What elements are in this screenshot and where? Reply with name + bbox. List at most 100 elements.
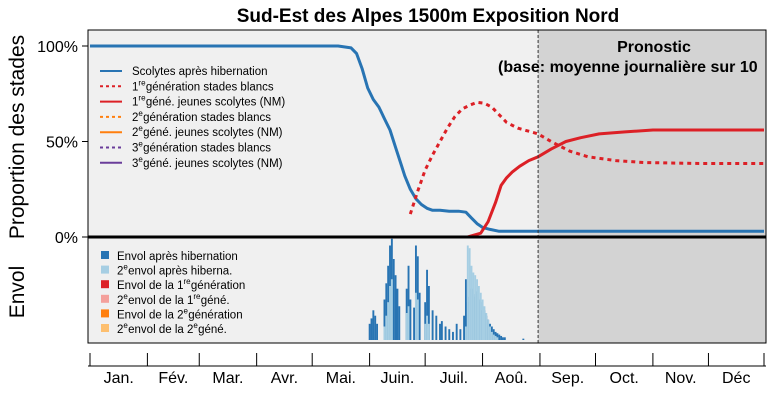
flight-bar-blue-55 xyxy=(503,337,506,340)
flight-bar-blue-29 xyxy=(448,329,451,340)
legend-bar-swatch-5 xyxy=(101,324,109,332)
flight-bar-blue-54 xyxy=(502,337,504,340)
month-label-11: Déc xyxy=(722,370,750,387)
flight-bar-lightblue-25 xyxy=(489,326,491,340)
flight-bar-blue-22 xyxy=(426,269,428,340)
flight-bar-lightblue-12 xyxy=(464,326,467,340)
legend-bar-swatch-0 xyxy=(101,251,109,259)
legend-bar-label-2: Envol de la 1re génération xyxy=(117,277,245,292)
flight-bar-lightblue-5 xyxy=(405,313,408,340)
flight-bar-blue-27 xyxy=(440,321,443,340)
flight-bar-blue-32 xyxy=(459,329,462,340)
flight-bar-blue-13 xyxy=(398,306,401,340)
flight-bar-blue-4 xyxy=(376,323,379,340)
flight-bar-lightblue-0 xyxy=(383,326,386,340)
flight-bar-lightblue-11 xyxy=(427,323,430,340)
series-line-1 xyxy=(408,100,764,215)
flight-bar-blue-5 xyxy=(383,299,386,340)
flight-bar-blue-25 xyxy=(435,315,438,340)
legend-line-label-2: 1re géné. jeunes scolytes (NM) xyxy=(132,94,285,109)
legend-bar-swatch-3 xyxy=(101,294,109,303)
flight-bar-lightblue-29 xyxy=(496,337,499,340)
month-label-9: Oct. xyxy=(610,370,639,387)
flight-bar-lightblue-18 xyxy=(476,279,478,340)
legend-bar-label-0: Envol après hibernation xyxy=(117,251,238,263)
flight-bar-blue-30 xyxy=(452,331,454,340)
month-label-5: Juin. xyxy=(380,370,414,387)
legend-line-label-0: Scolytes après hibernation xyxy=(132,66,268,78)
month-label-10: Nov. xyxy=(665,370,697,387)
flight-bar-blue-53 xyxy=(500,335,503,340)
y-tick-label-2: 0% xyxy=(55,230,78,247)
flight-bar-blue-26 xyxy=(439,323,441,340)
flight-bar-blue-6 xyxy=(385,283,388,340)
flight-bar-lightblue-1 xyxy=(385,315,388,340)
flight-bar-lightblue-4 xyxy=(390,279,393,340)
flight-bar-blue-34 xyxy=(464,279,467,340)
legend-bar-label-5: 2e envol de la 2e géné. xyxy=(117,321,227,336)
envol-axis-label: Envol xyxy=(6,266,29,319)
flight-bar-lightblue-15 xyxy=(470,265,473,340)
flight-bar-blue-15 xyxy=(407,265,410,340)
chart-title: Sud-Est des Alpes 1500m Exposition Nord xyxy=(237,6,620,27)
flight-bar-blue-2 xyxy=(372,310,375,340)
flight-bar-blue-23 xyxy=(427,286,430,340)
legend-line-label-5: 3e génération stades blancs xyxy=(132,140,271,155)
flight-bar-blue-0 xyxy=(368,323,371,340)
flight-bar-lightblue-21 xyxy=(481,299,484,340)
flight-bar-lightblue-27 xyxy=(492,334,495,340)
flight-bar-lightblue-24 xyxy=(487,319,490,340)
flight-bar-lightblue-8 xyxy=(416,299,419,340)
flight-bar-lightblue-13 xyxy=(466,245,469,340)
legend-bar-label-3: 2e envol de la 1re géné. xyxy=(117,292,230,307)
flight-bar-lightblue-17 xyxy=(474,275,477,340)
y-tick-label-0: 100% xyxy=(37,39,78,56)
flight-bar-blue-24 xyxy=(431,310,434,340)
legend-bar-swatch-2 xyxy=(101,280,109,289)
forecast-sublabel: (base: moyenne journalière sur 10 xyxy=(498,59,758,76)
legend-bar-label-1: 2e envol après hiberna. xyxy=(117,263,232,278)
flight-bar-lightblue-9 xyxy=(424,323,427,340)
plot-frame xyxy=(87,29,767,344)
flight-bar-blue-31 xyxy=(455,323,458,340)
flight-bar-blue-3 xyxy=(374,315,377,340)
month-label-2: Mar. xyxy=(212,370,243,387)
flight-bar-lightblue-7 xyxy=(414,292,417,340)
flight-bar-blue-19 xyxy=(416,256,419,340)
month-label-3: Avr. xyxy=(271,370,298,387)
flight-bar-blue-20 xyxy=(418,292,421,340)
flight-bar-lightblue-6 xyxy=(407,306,410,340)
legend-line-label-1: 1re génération stades blancs xyxy=(132,78,274,93)
month-label-4: Mai. xyxy=(326,370,356,387)
legend-line-label-6: 3e géné. jeunes scolytes (NM) xyxy=(132,155,283,170)
legend-line-label-4: 2e géné. jeunes scolytes (NM) xyxy=(132,124,283,139)
flight-bar-blue-33 xyxy=(463,315,466,340)
flight-bar-lightblue-16 xyxy=(472,272,475,340)
month-label-8: Sep. xyxy=(551,370,584,387)
flight-bar-blue-51 xyxy=(496,333,499,340)
flight-bar-lightblue-22 xyxy=(483,306,486,340)
flight-bar-blue-21 xyxy=(424,302,427,340)
y-tick-label-1: 50% xyxy=(46,135,78,152)
flight-bar-blue-1 xyxy=(370,318,373,340)
month-label-1: Fév. xyxy=(158,370,188,387)
series-line-2 xyxy=(90,128,764,239)
forecast-region xyxy=(538,30,766,343)
y-axis-label: Proportion des stades xyxy=(6,35,29,239)
flight-bar-blue-11 xyxy=(394,275,397,340)
flight-bar-blue-17 xyxy=(413,307,416,340)
month-label-6: Juil. xyxy=(440,370,468,387)
legend-line-label-3: 2e génération stades blancs xyxy=(132,109,271,124)
legend-bar-swatch-1 xyxy=(101,265,109,274)
legend-bar-label-4: Envol de la 2e génération xyxy=(117,306,243,321)
flight-bar-lightblue-19 xyxy=(477,286,480,340)
flight-bar-blue-16 xyxy=(409,299,412,340)
forecast-label: Pronostic xyxy=(617,39,691,56)
flight-bar-lightblue-14 xyxy=(468,248,471,340)
flight-bar-blue-28 xyxy=(444,326,447,340)
flight-bar-lightblue-26 xyxy=(490,331,493,340)
month-label-7: Aoû. xyxy=(495,370,528,387)
flight-bar-lightblue-23 xyxy=(485,313,488,340)
flight-bar-blue-10 xyxy=(392,259,395,340)
